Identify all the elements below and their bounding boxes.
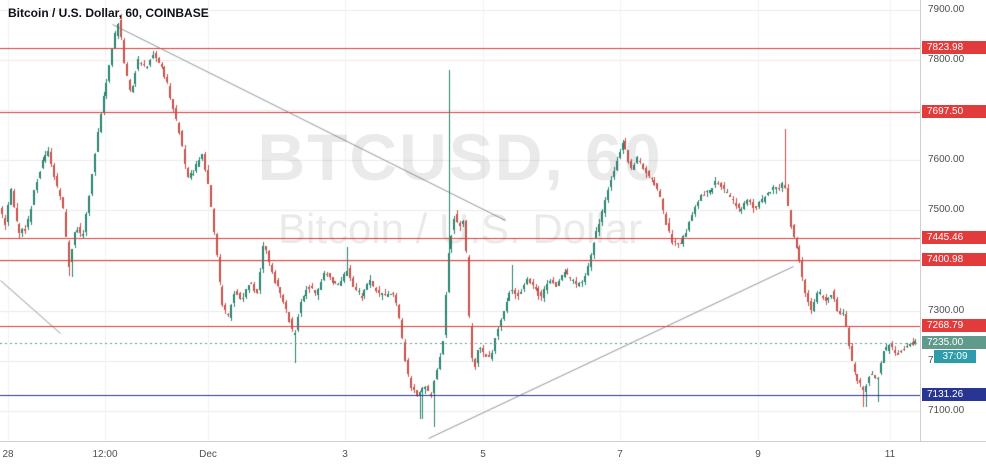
- price-tick-label: 7500.00: [928, 204, 965, 216]
- time-tick-label: 9: [755, 449, 761, 460]
- chart-legend-title[interactable]: Bitcoin / U.S. Dollar, 60, COINBASE: [8, 6, 209, 20]
- time-tick-label: Dec: [199, 449, 217, 460]
- price-tick-label: 7900.00: [928, 4, 965, 16]
- candlestick-chart-canvas[interactable]: [0, 0, 920, 441]
- time-tick-label: 5: [480, 449, 486, 460]
- price-axis[interactable]: 7900.007800.007700.007600.007500.007400.…: [920, 0, 986, 441]
- time-tick-label: 7: [617, 449, 623, 460]
- chart-plot-area[interactable]: BTCUSD, 60 Bitcoin / U.S. Dollar Bitcoin…: [0, 0, 920, 441]
- price-level-label[interactable]: 7131.26: [922, 388, 986, 402]
- price-level-label[interactable]: 7697.50: [922, 104, 986, 118]
- time-tick-label: 11: [884, 449, 896, 460]
- time-tick-label: 28: [2, 449, 14, 460]
- price-tick-label: 7100.00: [928, 404, 965, 416]
- price-tick-label: 7300.00: [928, 304, 965, 316]
- price-level-label[interactable]: 7823.98: [922, 41, 986, 55]
- price-level-label[interactable]: 7445.46: [922, 230, 986, 244]
- bar-countdown-label: 37:09: [934, 350, 976, 364]
- time-axis[interactable]: 28 12:00 Dec 3 5 7 9 11: [0, 441, 986, 468]
- time-tick-label: 3: [342, 449, 348, 460]
- price-tick-label: 7800.00: [928, 54, 965, 66]
- price-level-label[interactable]: 7268.79: [922, 319, 986, 333]
- time-tick-label: 12:00: [92, 449, 118, 460]
- current-price-label: 7235.00: [922, 336, 986, 350]
- price-tick-label: 7600.00: [928, 154, 965, 166]
- price-level-label[interactable]: 7400.98: [922, 253, 986, 267]
